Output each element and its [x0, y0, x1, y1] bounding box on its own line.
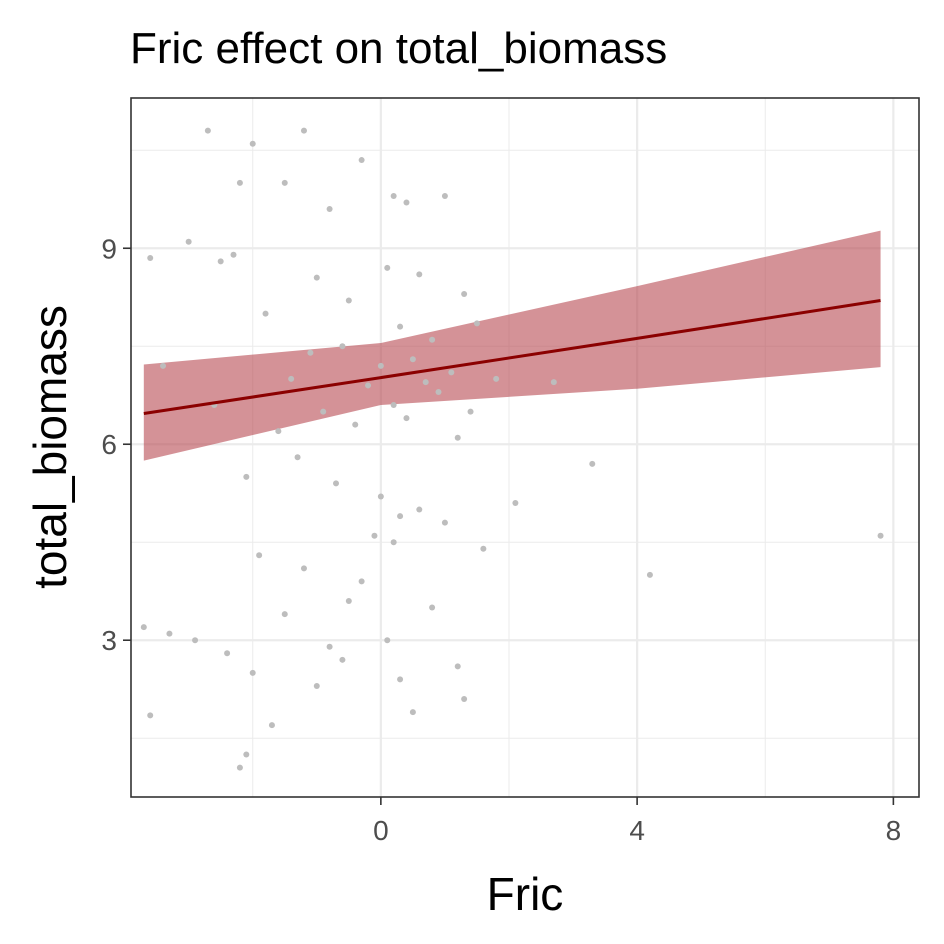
data-point [390, 192, 397, 199]
data-point [441, 192, 448, 199]
data-point [397, 323, 404, 330]
x-tick-label: 0 [373, 815, 389, 846]
data-point [473, 320, 480, 327]
data-point [185, 238, 192, 245]
data-point [441, 519, 448, 526]
data-point [224, 650, 231, 657]
data-point [339, 343, 346, 350]
data-point [294, 454, 301, 461]
data-point [467, 408, 474, 415]
grid-major [131, 98, 919, 797]
data-point [429, 604, 436, 611]
data-point [268, 722, 275, 729]
data-point [236, 764, 243, 771]
data-point [249, 669, 256, 676]
data-point [192, 637, 199, 644]
data-point [300, 127, 307, 134]
data-point [281, 611, 288, 618]
data-point [397, 676, 404, 683]
data-point [326, 206, 333, 213]
data-point [339, 656, 346, 663]
data-point [166, 630, 173, 637]
x-axis: 0 4 8 [373, 797, 901, 846]
data-point [230, 251, 237, 258]
y-tick-label: 6 [101, 429, 117, 460]
data-point [262, 310, 269, 317]
data-point [147, 255, 154, 262]
data-point [377, 362, 384, 369]
data-point [454, 434, 461, 441]
data-point [204, 127, 211, 134]
data-point [300, 565, 307, 572]
fit-line-layer [143, 299, 881, 416]
data-point [461, 696, 468, 703]
x-tick-label: 4 [629, 815, 645, 846]
data-point [358, 157, 365, 164]
x-tick-label: 8 [886, 815, 902, 846]
data-point [435, 388, 442, 395]
data-point [358, 578, 365, 585]
data-point [249, 140, 256, 147]
data-point [416, 271, 423, 278]
data-point [307, 349, 314, 356]
points-layer [140, 127, 884, 771]
data-point [313, 682, 320, 689]
data-point [409, 709, 416, 716]
data-point [256, 552, 263, 559]
data-point [326, 643, 333, 650]
data-point [288, 375, 295, 382]
data-point [512, 500, 519, 507]
data-point [281, 179, 288, 186]
data-point [454, 663, 461, 670]
data-point [345, 297, 352, 304]
data-point [352, 421, 359, 428]
data-point [243, 473, 250, 480]
data-point [384, 637, 391, 644]
data-point [550, 379, 557, 386]
data-point [589, 460, 596, 467]
data-point [397, 513, 404, 520]
data-point [333, 480, 340, 487]
data-point [403, 199, 410, 206]
data-point [275, 428, 282, 435]
data-point [384, 264, 391, 271]
data-point [480, 545, 487, 552]
data-point [365, 382, 372, 389]
plot-panel [130, 97, 920, 798]
y-tick-label: 3 [101, 625, 117, 656]
panel-border [130, 97, 920, 798]
data-point [877, 532, 884, 539]
fit-line [143, 299, 881, 416]
chart-title: Fric effect on total_biomass [130, 24, 667, 73]
data-point [345, 598, 352, 605]
data-point [243, 751, 250, 758]
data-point [320, 408, 327, 415]
x-axis-title: Fric [487, 868, 564, 920]
data-point [377, 493, 384, 500]
y-axis: 3 6 9 [101, 233, 131, 656]
y-axis-title: total_biomass [24, 305, 76, 589]
data-point [422, 379, 429, 386]
data-point [409, 356, 416, 363]
data-point [313, 274, 320, 281]
data-point [140, 624, 147, 631]
data-point [160, 362, 167, 369]
data-point [371, 532, 378, 539]
data-point [403, 415, 410, 422]
data-point [448, 369, 455, 376]
data-point [646, 571, 653, 578]
data-point [217, 258, 224, 265]
data-point [416, 506, 423, 513]
data-point [461, 290, 468, 297]
y-tick-label: 9 [101, 233, 117, 264]
confidence-ribbon-layer [143, 230, 881, 461]
data-point [390, 402, 397, 409]
data-point [429, 336, 436, 343]
data-point [236, 179, 243, 186]
data-point [147, 712, 154, 719]
confidence-ribbon [143, 230, 881, 461]
data-point [493, 375, 500, 382]
data-point [390, 539, 397, 546]
